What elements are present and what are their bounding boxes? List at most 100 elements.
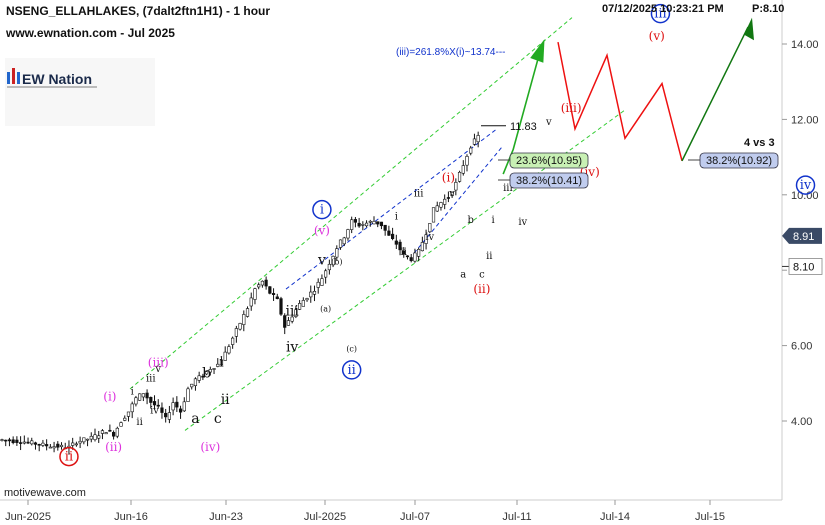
candle-body	[11, 439, 15, 444]
candles	[0, 131, 480, 455]
candle-body	[379, 221, 384, 227]
wave-label: ii	[65, 450, 73, 465]
wave-label: (v)	[649, 29, 665, 43]
candle-body	[22, 441, 26, 444]
candle-body	[37, 443, 41, 446]
candle-body	[457, 171, 462, 182]
candle-body	[149, 397, 153, 403]
candle-body	[450, 191, 454, 197]
wave-label: (iii)	[148, 355, 169, 369]
wave-label: (iii)	[561, 101, 582, 115]
wave-label: iv	[425, 232, 434, 243]
candle-body	[327, 263, 331, 271]
candle-body	[212, 368, 216, 370]
wave-label: i	[395, 211, 398, 222]
candle-body	[268, 286, 272, 294]
candle-body	[108, 429, 112, 432]
fib-level-label: 23.6%(10.95)	[516, 155, 582, 167]
candle-body	[160, 407, 164, 413]
candle-body	[193, 378, 198, 386]
x-tick-label: Jun-2025	[5, 511, 51, 523]
wave-v-arrow-head	[744, 17, 754, 41]
candle-body	[476, 135, 480, 143]
x-tick-label: Jul-15	[695, 511, 725, 523]
wave-label: v	[545, 117, 552, 128]
candle-body	[134, 397, 138, 405]
candle-body	[138, 393, 142, 401]
wave-label: (v)	[314, 223, 330, 237]
candle-body	[56, 443, 60, 448]
y-tick-label: 4.00	[791, 416, 812, 428]
wave-label: iii	[414, 189, 424, 200]
candle-body	[74, 443, 78, 446]
candle-body	[398, 241, 402, 251]
candle-body	[45, 444, 49, 447]
last-price-label: 8.91	[793, 231, 814, 243]
wave-label: i	[131, 387, 134, 398]
candle-body	[182, 401, 186, 412]
wave-label: ii	[221, 392, 230, 408]
wave-circle	[795, 175, 816, 195]
candle-body	[30, 440, 34, 445]
candle-body	[0, 439, 4, 441]
wave-label: ii	[136, 417, 142, 428]
fib-level-label: 38.2%(10.41)	[516, 175, 582, 187]
candle-body	[417, 249, 421, 257]
current-price-label: 8.10	[793, 261, 814, 273]
wave-circle	[341, 360, 362, 380]
candle-body	[294, 309, 298, 317]
candle-body	[383, 224, 387, 231]
candle-body	[227, 346, 231, 354]
candle-body	[257, 284, 261, 288]
wave-label: (ii)	[473, 282, 490, 296]
wave-circle	[59, 446, 79, 467]
wave-label: iii	[146, 373, 156, 384]
candle-body	[368, 220, 372, 223]
candle-body	[316, 281, 320, 288]
y-tick-label: 10.00	[791, 190, 819, 202]
candle-body	[52, 446, 56, 449]
candle-body	[357, 222, 361, 227]
y-tick-label: 12.00	[791, 114, 819, 126]
wave-label: iv	[150, 405, 159, 416]
candle-body	[89, 435, 93, 440]
candle-body	[7, 439, 12, 442]
candle-body	[231, 337, 235, 345]
last-price-tag	[782, 227, 822, 244]
wave-label: iv	[518, 217, 527, 228]
candle-body	[260, 280, 265, 286]
wave-circle	[312, 199, 332, 220]
wave-label: (i)	[103, 389, 116, 403]
candle-body	[167, 412, 172, 420]
wave-label: b	[468, 215, 474, 226]
candle-body	[104, 432, 108, 435]
candle-body	[420, 242, 424, 252]
candle-body	[309, 291, 313, 298]
candle-body	[33, 442, 38, 445]
candle-body	[305, 298, 309, 301]
inner-trend-upper	[285, 128, 498, 290]
candle-body	[402, 250, 406, 255]
candle-body	[130, 403, 134, 413]
wave-label: (a)	[320, 305, 331, 314]
wave-label: ii	[348, 363, 356, 378]
candle-body	[175, 401, 179, 408]
wave-label: i	[320, 203, 324, 218]
logo-text: EW Nation	[22, 71, 92, 87]
candle-body	[119, 422, 123, 427]
candle-body	[264, 279, 268, 287]
candle-body	[297, 303, 302, 310]
wave-labels: ii(i)(ii)(iii)(iv)(v)iiiiiiivvabciiiiiii…	[59, 3, 816, 467]
candle-body	[350, 219, 354, 230]
watermark: motivewave.com	[4, 487, 86, 499]
candle-body	[216, 363, 220, 367]
candle-body	[469, 147, 473, 154]
candle-body	[26, 441, 30, 444]
candle-body	[338, 239, 343, 248]
candle-body	[112, 432, 116, 437]
site-subtitle: www.ewnation.com - Jul 2025	[5, 26, 175, 40]
wave-label: c	[479, 270, 485, 281]
wave-label: (c)	[346, 344, 357, 353]
candle-body	[100, 430, 105, 434]
